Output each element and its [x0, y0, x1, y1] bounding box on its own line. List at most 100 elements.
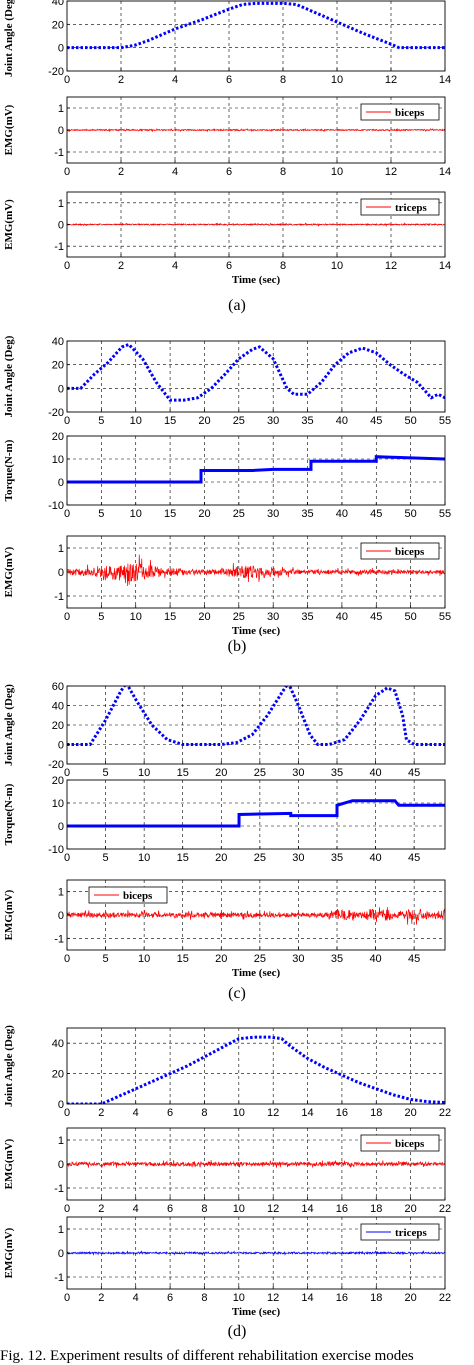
y-tick-label: 40	[52, 1038, 64, 1050]
x-tick-label: 6	[167, 1203, 173, 1215]
y-tick-label: 1	[58, 543, 64, 555]
y-tick-label: 0	[58, 821, 64, 833]
y-tick-label: -20	[48, 66, 64, 78]
x-tick-label: 20	[405, 1203, 417, 1215]
x-tick-label: 15	[177, 852, 189, 864]
y-axis-label: Torque(N-m)	[3, 783, 15, 845]
x-tick-label: 25	[254, 953, 266, 965]
caption-d: (d)	[227, 1323, 247, 1340]
legend-biceps: biceps	[360, 1134, 440, 1152]
caption-c: (c)	[228, 985, 246, 1002]
x-tick-label: 25	[233, 508, 245, 520]
x-tick-label: 12	[267, 1107, 279, 1119]
x-tick-label: 25	[254, 767, 266, 779]
x-tick-label: 5	[98, 611, 104, 623]
torque-line	[67, 799, 445, 828]
y-tick-label: 0	[58, 477, 64, 489]
x-tick-label: 0	[64, 1292, 70, 1304]
x-tick-label: 6	[167, 1107, 173, 1119]
x-axis-label: Time (sec)	[232, 274, 281, 286]
x-axis-label: Time (sec)	[232, 967, 281, 979]
y-tick-label: 20	[52, 431, 64, 443]
y-tick-label: 20	[52, 720, 64, 732]
plot-frame	[66, 1027, 446, 1105]
x-tick-label: 0	[64, 852, 70, 864]
x-tick-label: 2	[118, 260, 124, 272]
emg-trace-triceps	[67, 222, 445, 228]
x-tick-label: 10	[138, 767, 150, 779]
y-tick-label: -1	[54, 591, 64, 603]
y-tick-label: -10	[48, 500, 64, 512]
x-tick-label: 18	[370, 1292, 382, 1304]
x-tick-label: 40	[336, 611, 348, 623]
x-tick-label: 16	[336, 1292, 348, 1304]
legend-box	[88, 886, 168, 904]
emg-trace-biceps	[67, 907, 445, 925]
y-tick-label: -1	[54, 147, 64, 159]
x-tick-label: 50	[405, 508, 417, 520]
y-axis-label: EMG(mV)	[3, 199, 15, 250]
x-tick-label: 45	[370, 415, 382, 427]
x-tick-label: 4	[133, 1107, 139, 1119]
caption-b: (b)	[227, 638, 247, 655]
y-tick-label: 0	[58, 1099, 64, 1111]
y-tick-label: 1	[58, 887, 64, 899]
x-tick-label: 2	[98, 1292, 104, 1304]
y-tick-label: 20	[52, 19, 64, 31]
x-tick-label: 8	[201, 1203, 207, 1215]
y-axis-label: EMG(mV)	[3, 546, 15, 597]
legend-box	[360, 1134, 440, 1152]
x-tick-label: 8	[201, 1292, 207, 1304]
x-tick-label: 12	[385, 260, 397, 272]
x-tick-label: 15	[164, 508, 176, 520]
legend-box	[360, 198, 440, 216]
x-tick-label: 18	[370, 1107, 382, 1119]
x-tick-label: 10	[138, 852, 150, 864]
x-tick-label: 20	[405, 1292, 417, 1304]
y-axis-label: Joint Angle (Deg)	[3, 335, 15, 417]
x-tick-label: 18	[370, 1203, 382, 1215]
y-tick-label: -10	[48, 844, 64, 856]
x-tick-label: 12	[385, 74, 397, 86]
x-tick-label: 45	[408, 852, 420, 864]
x-tick-label: 16	[336, 1203, 348, 1215]
legend-biceps: biceps	[360, 103, 440, 121]
x-tick-label: 0	[64, 1107, 70, 1119]
x-tick-label: 6	[226, 74, 232, 86]
y-tick-label: -1	[54, 1272, 64, 1284]
x-tick-label: 5	[103, 953, 109, 965]
x-tick-label: 40	[369, 953, 381, 965]
y-tick-label: -1	[54, 933, 64, 945]
x-tick-label: 30	[292, 852, 304, 864]
joint-angle-line	[67, 686, 445, 746]
x-tick-label: 40	[336, 508, 348, 520]
y-axis-label: Joint Angle (Deg)	[3, 684, 15, 766]
x-tick-label: 2	[98, 1107, 104, 1119]
x-tick-label: 14	[301, 1292, 313, 1304]
x-tick-label: 0	[64, 1203, 70, 1215]
x-tick-label: 0	[64, 953, 70, 965]
y-tick-label: -20	[48, 407, 64, 419]
y-tick-label: -1	[54, 241, 64, 253]
y-tick-label: 0	[58, 43, 64, 55]
x-tick-label: 35	[331, 953, 343, 965]
emg-trace-biceps	[67, 127, 445, 133]
x-tick-label: 10	[233, 1292, 245, 1304]
y-axis-label: Torque(N-m)	[3, 439, 15, 501]
emg-trace-biceps	[67, 554, 445, 586]
legend-box	[360, 542, 440, 560]
x-tick-label: 8	[280, 166, 286, 178]
y-axis-label: Joint Angle (Deg)	[3, 0, 15, 77]
x-tick-label: 6	[226, 166, 232, 178]
joint-angle-line	[67, 1, 445, 50]
legend-box	[360, 1223, 440, 1241]
x-tick-label: 15	[164, 611, 176, 623]
x-tick-label: 20	[405, 1107, 417, 1119]
x-tick-label: 10	[130, 508, 142, 520]
x-tick-label: 20	[198, 508, 210, 520]
plot-frame	[66, 779, 446, 850]
x-tick-label: 4	[172, 74, 178, 86]
x-tick-label: 10	[130, 611, 142, 623]
y-tick-label: 10	[52, 798, 64, 810]
y-axis-label: EMG(mV)	[3, 1227, 15, 1278]
